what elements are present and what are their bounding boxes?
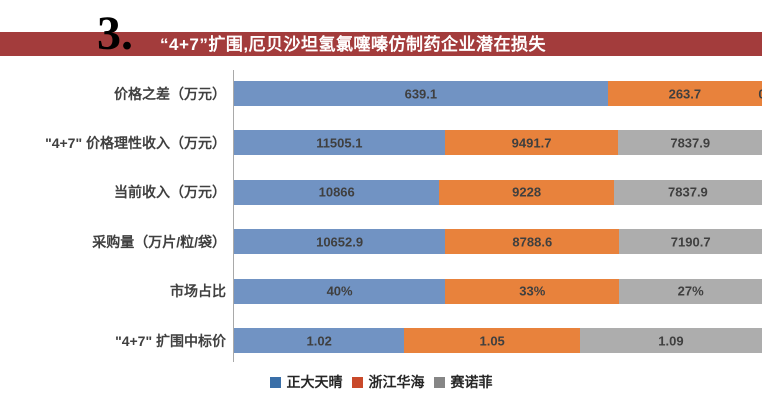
category-label: 价格之差（万元） (114, 85, 226, 102)
stacked-bar: 10866 9228 7837.9 (234, 179, 762, 205)
chart-row: 当前收入（万元） 10866 9228 7837.9 (0, 179, 762, 205)
value-label: 7190.7 (670, 234, 711, 250)
value-label: 9491.7 (511, 135, 552, 151)
stacked-bar: 10652.9 8788.6 7190.7 (234, 229, 762, 255)
bar-segment: 33% (445, 278, 620, 304)
title-banner: “4+7”扩围,厄贝沙坦氢氯噻嗪仿制药企业潜在损失 (0, 32, 762, 56)
value-label: 8788.6 (512, 234, 553, 250)
value-label: 10866 (318, 184, 355, 200)
value-label: 9228 (512, 184, 542, 200)
value-label: 1.05 (479, 333, 505, 348)
bar-segment: 8788.6 (445, 229, 620, 255)
category-label: "4+7" 扩围中标价 (115, 332, 226, 349)
bar-segment: 639.1 (234, 81, 608, 106)
legend-item-zhengda: 正大天晴 (269, 372, 343, 392)
stacked-bar-chart: 价格之差（万元） 639.1 263.7 0 "4+7" 价格理性收入（万元） 11505… (0, 70, 762, 362)
legend-swatch-blue-icon (269, 376, 281, 388)
bar-segment: 40% (234, 278, 446, 304)
value-label: 27% (677, 283, 704, 299)
value-label: 7837.9 (668, 184, 708, 200)
legend-label: 正大天晴 (286, 374, 343, 390)
bar-segment: 1.05 (404, 328, 580, 353)
value-label: 263.7 (668, 86, 702, 101)
value-label: 1.09 (658, 333, 684, 348)
category-label: 当前收入（万元） (114, 184, 226, 201)
legend-item-huahai: 浙江华海 (351, 372, 425, 392)
category-label: 市场占比 (170, 283, 226, 300)
stacked-bar: 11505.1 9491.7 7837.9 (234, 130, 762, 156)
chart-row: 采购量（万片/粒/袋） 10652.9 8788.6 7190.7 (0, 229, 762, 255)
bar-segment: 10652.9 (234, 229, 446, 255)
legend-item-sanofi: 赛诺菲 (433, 372, 493, 392)
bar-segment: 1.02 (234, 328, 405, 353)
slide-number: 3. (97, 7, 133, 60)
chart-row: "4+7" 扩围中标价 1.02 1.05 1.09 (0, 328, 762, 353)
bar-segment: 7837.9 (613, 179, 762, 205)
category-label: 采购量（万片/粒/袋） (92, 233, 226, 250)
value-label: 11505.1 (316, 135, 363, 151)
bar-segment: 10866 (234, 179, 440, 205)
bar-segment: 7837.9 (618, 130, 762, 156)
bar-segment: 27% (619, 278, 762, 304)
stacked-bar: 639.1 263.7 0 (234, 81, 762, 106)
bar-segment: 11505.1 (234, 130, 445, 156)
value-label: 0 (758, 86, 762, 101)
value-label: 7837.9 (670, 135, 711, 151)
value-label: 1.02 (306, 333, 332, 348)
chart-row: 市场占比 40% 33% 27% (0, 278, 762, 304)
legend-swatch-orange-icon (351, 376, 363, 388)
stacked-bar: 40% 33% 27% (234, 278, 762, 304)
category-label: "4+7" 价格理性收入（万元） (45, 134, 226, 151)
legend-label: 浙江华海 (368, 374, 425, 390)
legend-label: 赛诺菲 (450, 374, 493, 390)
value-label: 40% (326, 283, 353, 299)
legend-swatch-gray-icon (433, 376, 445, 388)
stacked-bar: 1.02 1.05 1.09 (234, 328, 762, 353)
bar-segment: 9228 (439, 179, 614, 205)
bar-segment: 9491.7 (444, 130, 619, 156)
chart-row: 价格之差（万元） 639.1 263.7 0 (0, 81, 762, 106)
value-label: 33% (519, 283, 546, 299)
chart-row: "4+7" 价格理性收入（万元） 11505.1 9491.7 7837.9 (0, 130, 762, 156)
bar-segment: 263.7 (607, 81, 762, 106)
y-axis-line (233, 70, 234, 362)
value-label: 639.1 (404, 86, 438, 101)
value-label: 10652.9 (316, 234, 364, 250)
page-title: “4+7”扩围,厄贝沙坦氢氯噻嗪仿制药企业潜在损失 (160, 35, 547, 54)
bar-segment: 7190.7 (619, 229, 762, 255)
bar-segment: 1.09 (579, 328, 762, 353)
chart-legend: 正大天晴 浙江华海 赛诺菲 (0, 372, 762, 392)
